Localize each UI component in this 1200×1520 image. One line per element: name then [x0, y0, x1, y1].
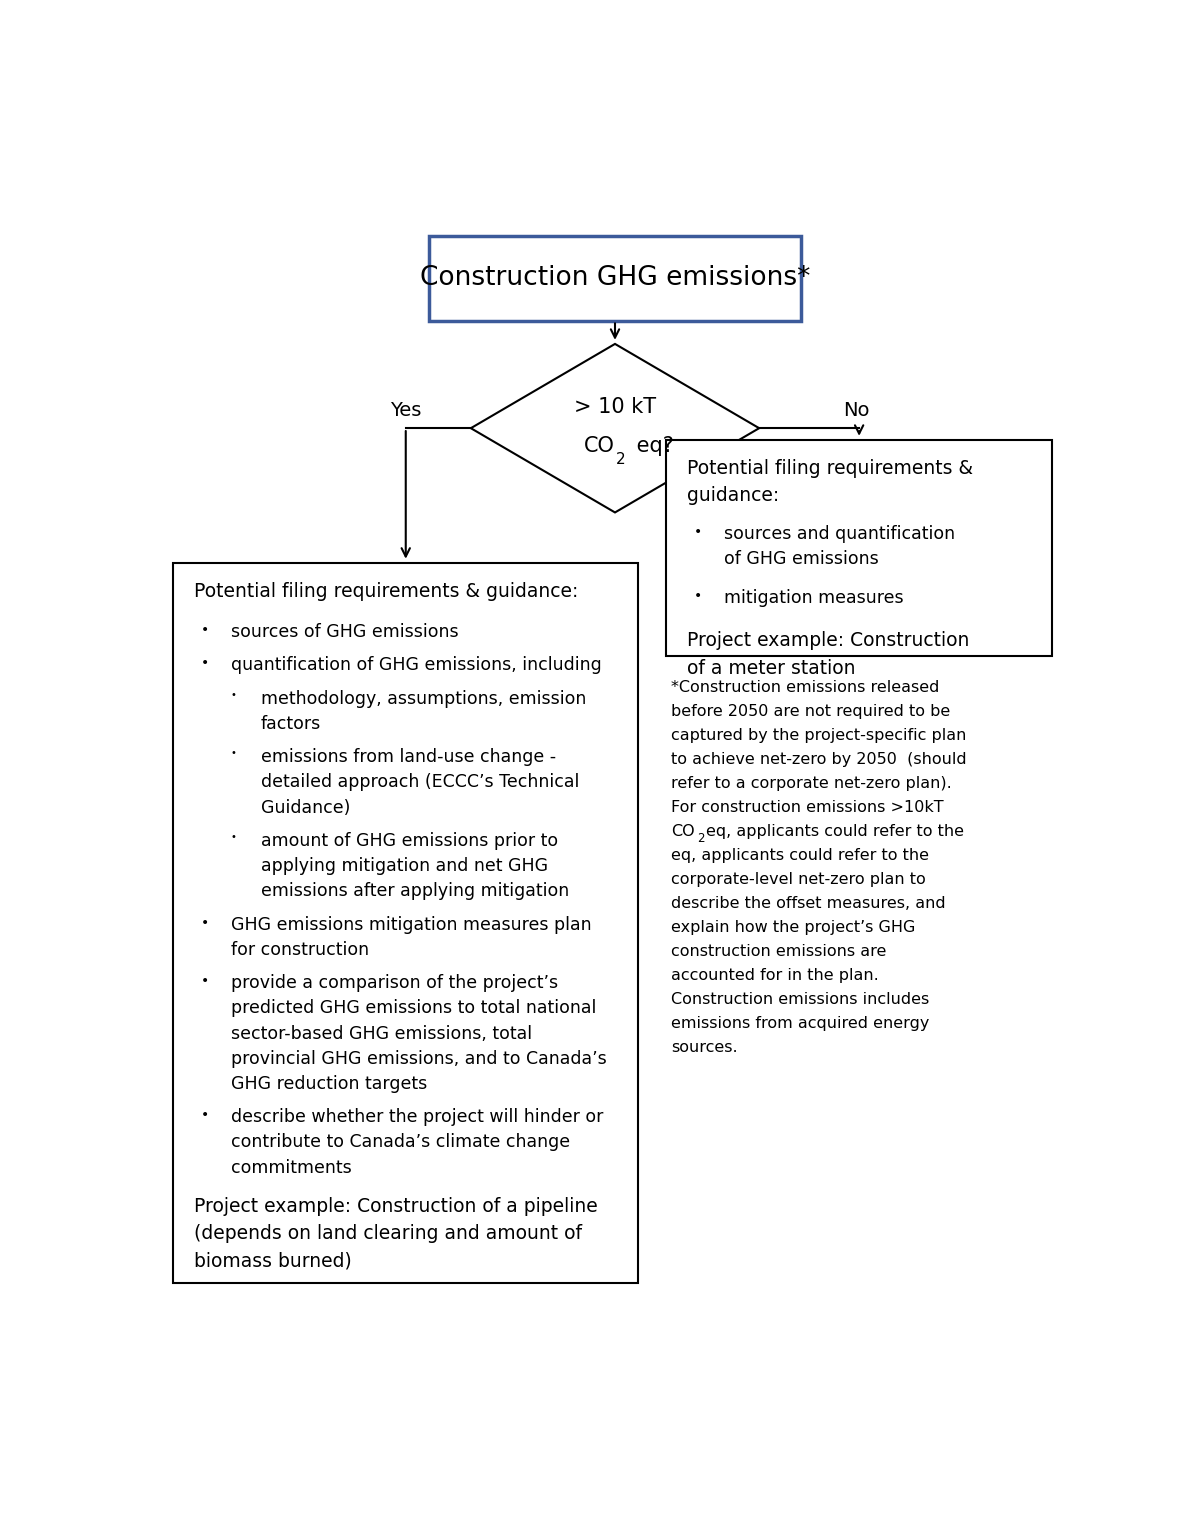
Text: factors: factors [260, 714, 320, 733]
Text: 2: 2 [616, 453, 625, 468]
Text: accounted for in the plan.: accounted for in the plan. [671, 968, 878, 983]
Text: For construction emissions >10kT: For construction emissions >10kT [671, 800, 943, 815]
Text: describe whether the project will hinder or: describe whether the project will hinder… [230, 1108, 604, 1126]
Text: applying mitigation and net GHG: applying mitigation and net GHG [260, 857, 547, 876]
Text: guidance:: guidance: [686, 486, 779, 505]
Text: emissions after applying mitigation: emissions after applying mitigation [260, 882, 569, 900]
Text: eq?: eq? [630, 436, 673, 456]
Text: sources of GHG emissions: sources of GHG emissions [230, 623, 458, 641]
Text: •: • [202, 915, 210, 930]
Text: •: • [202, 657, 210, 670]
Text: Construction GHG emissions*: Construction GHG emissions* [420, 266, 810, 292]
Text: eq, applicants could refer to the: eq, applicants could refer to the [706, 824, 964, 839]
Text: •: • [694, 588, 702, 602]
Text: provide a comparison of the project’s: provide a comparison of the project’s [230, 974, 558, 993]
Text: of GHG emissions: of GHG emissions [724, 550, 878, 568]
FancyBboxPatch shape [173, 562, 638, 1283]
Text: to achieve net-zero by 2050  (should: to achieve net-zero by 2050 (should [671, 752, 966, 766]
Text: •: • [202, 1108, 210, 1122]
Text: Project example: Construction of a pipeline: Project example: Construction of a pipel… [193, 1196, 598, 1216]
Text: •: • [230, 690, 236, 699]
Polygon shape [470, 344, 760, 512]
Text: refer to a corporate net-zero plan).: refer to a corporate net-zero plan). [671, 775, 952, 790]
Text: CO: CO [584, 436, 616, 456]
Text: Project example: Construction: Project example: Construction [686, 631, 968, 651]
Text: mitigation measures: mitigation measures [724, 588, 904, 606]
Text: sources and quantification: sources and quantification [724, 526, 955, 543]
FancyBboxPatch shape [666, 439, 1052, 657]
Text: for construction: for construction [230, 941, 370, 959]
Text: *Construction emissions released: *Construction emissions released [671, 679, 940, 695]
Text: methodology, assumptions, emission: methodology, assumptions, emission [260, 690, 586, 708]
Text: commitments: commitments [230, 1158, 352, 1176]
Text: eq, applicants could refer to the: eq, applicants could refer to the [671, 848, 929, 863]
Text: GHG reduction targets: GHG reduction targets [230, 1075, 427, 1093]
FancyBboxPatch shape [430, 236, 802, 321]
Text: sources.: sources. [671, 1040, 738, 1055]
Text: •: • [694, 526, 702, 540]
Text: before 2050 are not required to be: before 2050 are not required to be [671, 704, 950, 719]
Text: construction emissions are: construction emissions are [671, 944, 886, 959]
Text: Guidance): Guidance) [260, 798, 350, 816]
Text: CO: CO [671, 824, 695, 839]
Text: Construction emissions includes: Construction emissions includes [671, 991, 929, 1006]
Text: predicted GHG emissions to total national: predicted GHG emissions to total nationa… [230, 999, 596, 1017]
Text: of a meter station: of a meter station [686, 658, 856, 678]
Text: captured by the project-specific plan: captured by the project-specific plan [671, 728, 966, 743]
Text: detailed approach (ECCC’s Technical: detailed approach (ECCC’s Technical [260, 774, 580, 792]
Text: describe the offset measures, and: describe the offset measures, and [671, 895, 946, 910]
Text: emissions from acquired energy: emissions from acquired energy [671, 1015, 929, 1031]
Text: •: • [230, 748, 236, 758]
Text: •: • [230, 831, 236, 842]
Text: •: • [202, 623, 210, 637]
Text: provincial GHG emissions, and to Canada’s: provincial GHG emissions, and to Canada’… [230, 1050, 607, 1067]
Text: (depends on land clearing and amount of: (depends on land clearing and amount of [193, 1224, 582, 1243]
Text: GHG emissions mitigation measures plan: GHG emissions mitigation measures plan [230, 915, 592, 933]
Text: Yes: Yes [390, 401, 421, 420]
Text: explain how the project’s GHG: explain how the project’s GHG [671, 920, 916, 935]
Text: > 10 kT: > 10 kT [574, 397, 656, 416]
Text: quantification of GHG emissions, including: quantification of GHG emissions, includi… [230, 657, 601, 675]
Text: biomass burned): biomass burned) [193, 1251, 352, 1271]
Text: corporate-level net-zero plan to: corporate-level net-zero plan to [671, 872, 925, 886]
Text: sector-based GHG emissions, total: sector-based GHG emissions, total [230, 1024, 532, 1043]
Text: contribute to Canada’s climate change: contribute to Canada’s climate change [230, 1134, 570, 1151]
Text: No: No [844, 401, 870, 420]
Text: amount of GHG emissions prior to: amount of GHG emissions prior to [260, 831, 558, 850]
Text: Potential filing requirements & guidance:: Potential filing requirements & guidance… [193, 582, 578, 600]
Text: 2: 2 [697, 831, 704, 845]
Text: •: • [202, 974, 210, 988]
Text: emissions from land-use change -: emissions from land-use change - [260, 748, 556, 766]
Text: Potential filing requirements &: Potential filing requirements & [686, 459, 973, 477]
